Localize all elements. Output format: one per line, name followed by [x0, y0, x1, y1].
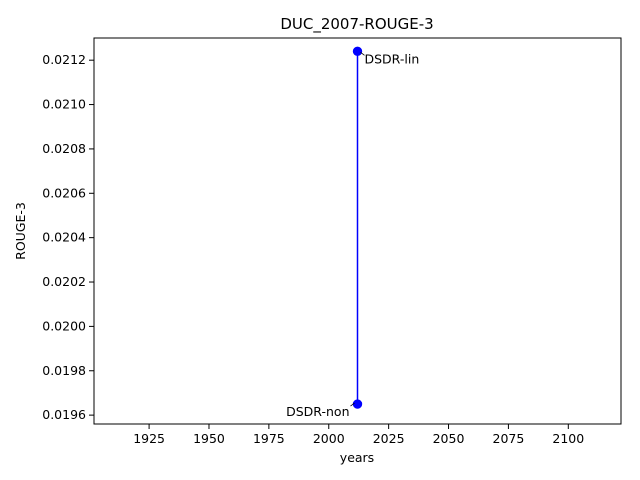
annotation-leader-1 — [350, 402, 355, 407]
x-tick-label-5: 2050 — [433, 431, 465, 446]
annotation-layer: DSDR-lin DSDR-non — [286, 51, 419, 419]
y-tick-label-3: 0.0202 — [42, 274, 86, 289]
y-tick-label-5: 0.0206 — [42, 185, 86, 200]
y-tick-label-0: 0.0196 — [42, 407, 86, 422]
annotation-leader-0 — [360, 51, 365, 56]
y-tick-label-6: 0.0208 — [42, 141, 86, 156]
x-tick-label-6: 2075 — [493, 431, 525, 446]
x-axis-ticks: 1925 1950 1975 2000 2025 2050 2075 2100 — [133, 424, 584, 446]
y-axis-ticks: 0.0196 0.0198 0.0200 0.0202 0.0204 0.0206 0.02… — [42, 52, 94, 422]
x-tick-label-7: 2100 — [552, 431, 584, 446]
x-tick-label-4: 2025 — [373, 431, 405, 446]
data-point-1 — [352, 399, 363, 409]
x-tick-label-3: 2000 — [313, 431, 345, 446]
x-tick-label-0: 1925 — [133, 431, 165, 446]
y-tick-label-8: 0.0212 — [42, 52, 86, 67]
y-tick-label-4: 0.0204 — [42, 230, 86, 245]
point-label-1: DSDR-non — [286, 404, 349, 419]
y-axis-label: ROUGE-3 — [13, 202, 28, 260]
y-tick-label-1: 0.0198 — [42, 363, 86, 378]
point-label-0: DSDR-lin — [365, 51, 420, 66]
y-tick-label-7: 0.0210 — [42, 97, 86, 112]
x-tick-label-2: 1975 — [253, 431, 285, 446]
x-tick-label-1: 1950 — [193, 431, 225, 446]
series-layer — [352, 46, 363, 409]
y-tick-label-2: 0.0200 — [42, 318, 86, 333]
data-point-0 — [352, 46, 363, 57]
chart-title: DUC_2007-ROUGE-3 — [280, 15, 433, 34]
x-axis-label: years — [340, 450, 374, 465]
